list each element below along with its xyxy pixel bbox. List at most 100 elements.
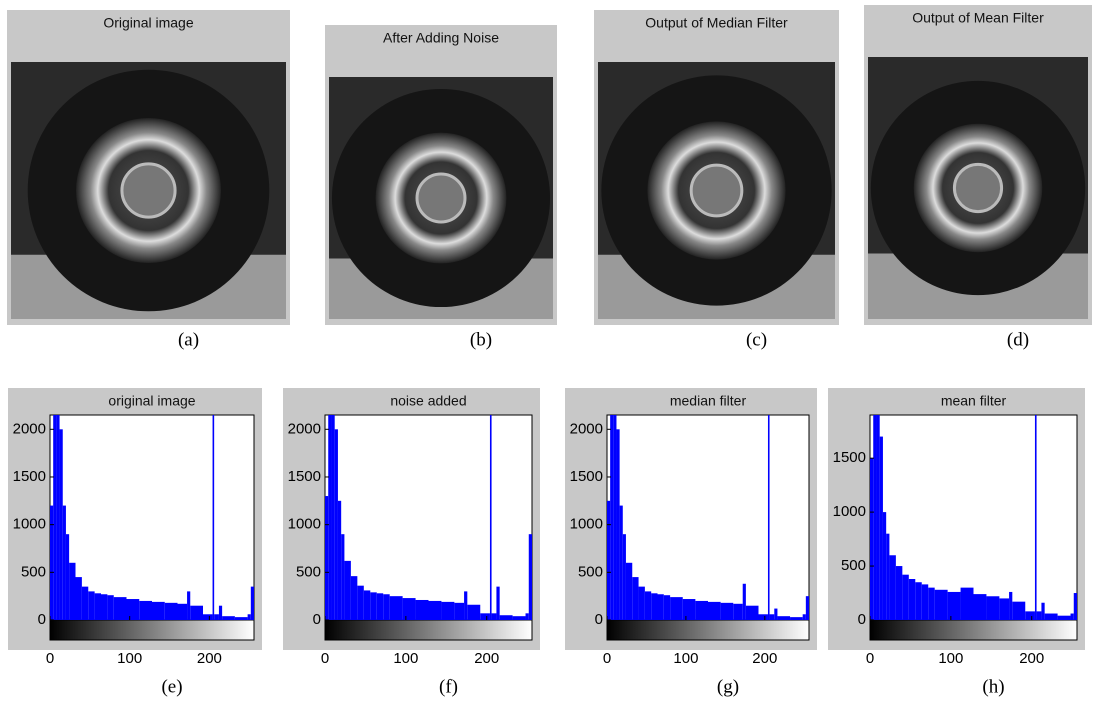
bar bbox=[876, 415, 880, 620]
bar bbox=[886, 533, 890, 620]
bar bbox=[745, 605, 759, 620]
bar bbox=[376, 593, 384, 620]
bar bbox=[622, 534, 626, 620]
bar bbox=[742, 583, 746, 620]
chart-caption: (h) bbox=[982, 676, 1004, 697]
y-tick-label: 500 bbox=[21, 563, 46, 580]
bar bbox=[663, 595, 671, 620]
image-title: Output of Median Filter bbox=[645, 15, 788, 31]
chart-title: noise added bbox=[390, 393, 466, 409]
bar bbox=[212, 415, 215, 620]
bar bbox=[337, 500, 342, 620]
y-tick-label: 1500 bbox=[288, 468, 321, 485]
bar bbox=[895, 566, 903, 620]
image-title: After Adding Noise bbox=[383, 30, 499, 46]
bar bbox=[190, 605, 203, 620]
bar bbox=[344, 560, 351, 620]
bar bbox=[644, 591, 652, 620]
bar bbox=[870, 458, 874, 620]
x-tick-label: 200 bbox=[474, 650, 499, 667]
bar bbox=[187, 591, 191, 620]
chart-title: median filter bbox=[670, 393, 747, 409]
bar bbox=[1034, 415, 1037, 620]
bar bbox=[1012, 601, 1026, 620]
y-tick-label: 1500 bbox=[833, 449, 866, 466]
bar bbox=[1070, 613, 1074, 620]
bar bbox=[234, 617, 248, 620]
bar bbox=[999, 598, 1010, 620]
x-tick-label: 100 bbox=[938, 650, 963, 667]
bar bbox=[610, 415, 614, 620]
bar bbox=[695, 600, 708, 620]
bar bbox=[480, 613, 490, 620]
y-tick-label: 500 bbox=[841, 557, 866, 574]
bar bbox=[164, 602, 178, 620]
x-tick-label: 0 bbox=[46, 650, 54, 667]
bar bbox=[81, 586, 89, 620]
bar bbox=[218, 605, 223, 620]
hub bbox=[689, 163, 744, 218]
bar bbox=[947, 591, 961, 620]
y-tick-label: 0 bbox=[38, 611, 46, 628]
image-caption: (b) bbox=[470, 329, 492, 350]
bar bbox=[88, 591, 95, 620]
bar bbox=[758, 614, 768, 620]
y-tick-label: 1500 bbox=[13, 468, 46, 485]
colorbar bbox=[869, 619, 1078, 641]
bar bbox=[69, 562, 76, 620]
image-caption: (a) bbox=[178, 329, 199, 350]
bar bbox=[499, 615, 513, 620]
bar bbox=[1041, 602, 1045, 620]
bar bbox=[383, 594, 390, 620]
image-caption: (c) bbox=[746, 329, 767, 350]
x-tick-label: 100 bbox=[673, 650, 698, 667]
bar bbox=[651, 593, 658, 620]
bar bbox=[973, 594, 987, 620]
bar bbox=[902, 574, 909, 620]
bar bbox=[625, 562, 633, 620]
bar bbox=[682, 599, 696, 620]
bar bbox=[632, 577, 639, 620]
bar bbox=[528, 534, 532, 620]
bar bbox=[50, 505, 54, 620]
bar bbox=[94, 593, 101, 620]
bar bbox=[708, 601, 721, 620]
bar bbox=[986, 596, 1000, 620]
bar bbox=[402, 598, 416, 620]
bars bbox=[870, 415, 1077, 620]
bar bbox=[767, 415, 770, 620]
bar bbox=[389, 596, 403, 620]
bar bbox=[53, 415, 57, 620]
colorbar bbox=[49, 619, 255, 641]
bar bbox=[467, 604, 481, 620]
bar bbox=[774, 608, 778, 620]
bar bbox=[805, 596, 809, 620]
colorbar bbox=[324, 619, 533, 641]
bar bbox=[733, 603, 743, 620]
bar bbox=[1025, 611, 1035, 620]
bar bbox=[357, 585, 364, 620]
bar bbox=[325, 496, 329, 620]
bar bbox=[607, 500, 611, 620]
bar bbox=[331, 415, 335, 620]
hub bbox=[415, 172, 467, 224]
image-title: Original image bbox=[103, 15, 193, 31]
bar bbox=[616, 429, 620, 620]
chart-caption: (g) bbox=[717, 676, 739, 697]
bar bbox=[59, 429, 63, 620]
bar bbox=[363, 590, 371, 620]
bar bbox=[670, 597, 683, 620]
bars bbox=[607, 415, 809, 620]
bar bbox=[177, 603, 188, 620]
bar bbox=[350, 576, 358, 620]
bar bbox=[928, 587, 935, 620]
bar bbox=[777, 616, 791, 620]
bar bbox=[428, 600, 442, 620]
bar bbox=[960, 587, 974, 620]
bar bbox=[328, 415, 332, 620]
y-tick-label: 2000 bbox=[288, 420, 321, 437]
y-tick-label: 0 bbox=[858, 611, 866, 628]
bar bbox=[934, 589, 948, 620]
bar bbox=[638, 586, 645, 620]
